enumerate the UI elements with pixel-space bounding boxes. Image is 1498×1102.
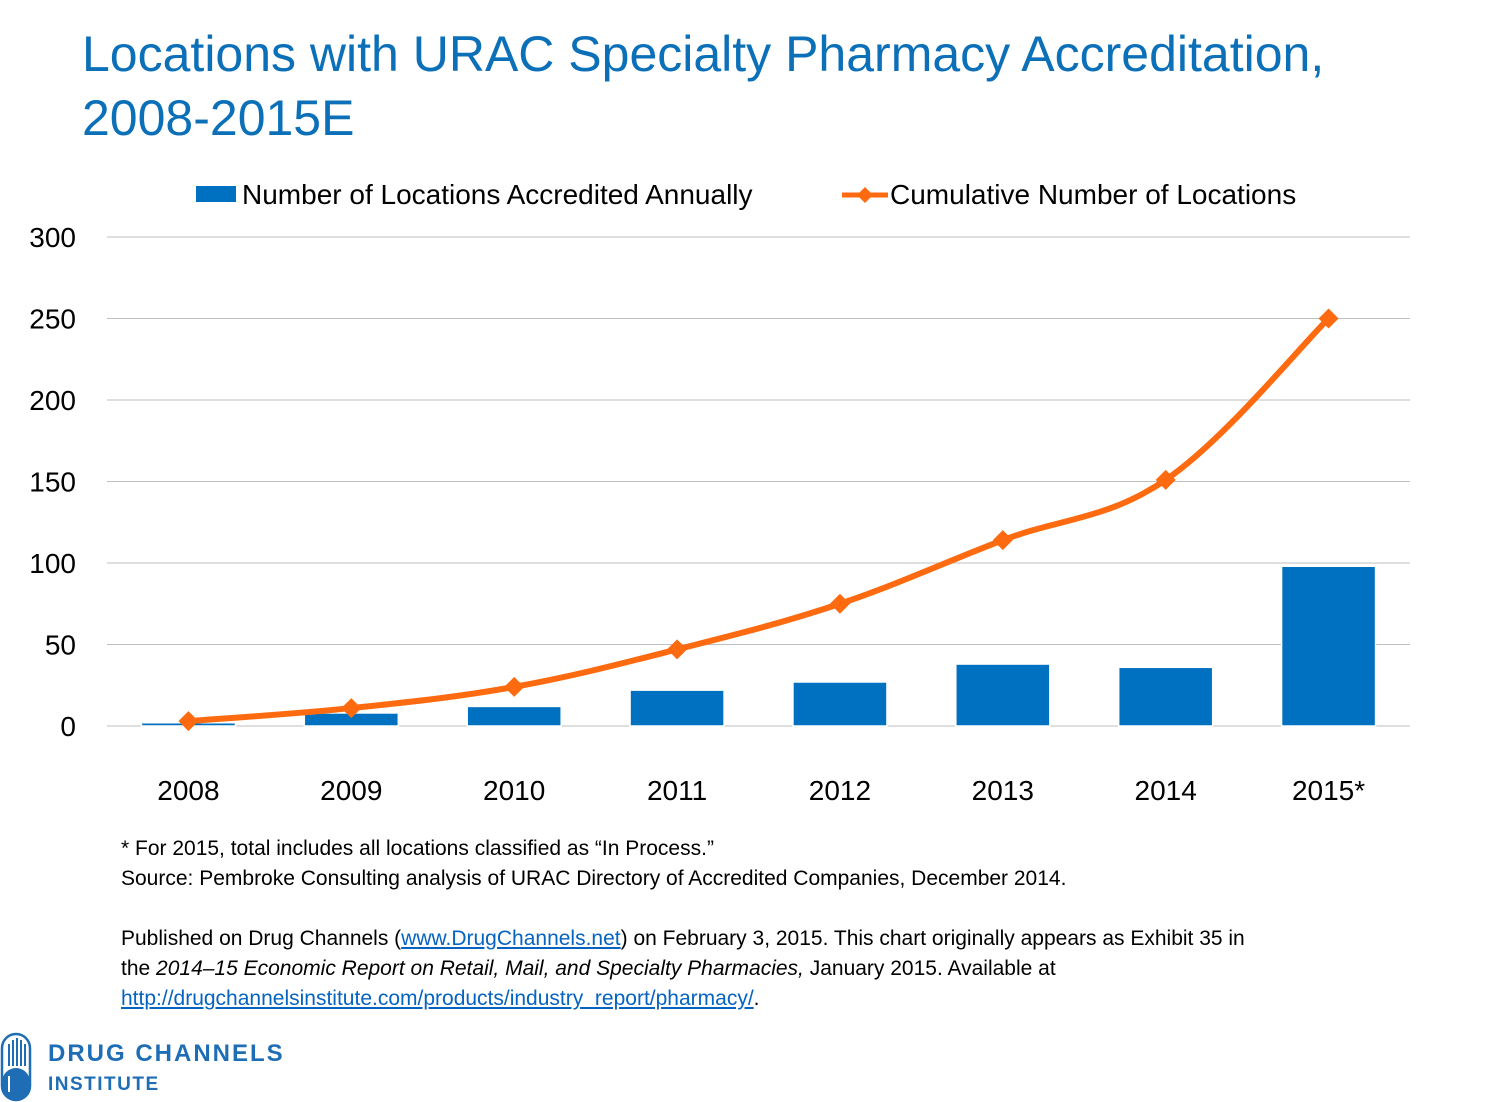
drug-channels-logo: DRUG CHANNELS INSTITUTE <box>0 1030 340 1102</box>
pub-prefix: Published on Drug Channels ( <box>121 927 402 950</box>
cumulative-line <box>188 316 1331 725</box>
x-tick-label-2013: 2013 <box>972 775 1034 806</box>
legend-line-label: Cumulative Number of Locations <box>890 179 1297 210</box>
legend-bar-label: Number of Locations Accredited Annually <box>242 179 753 210</box>
source-note: Source: Pembroke Consulting analysis of … <box>121 867 1067 890</box>
bar-2015* <box>1280 565 1377 727</box>
pub-suffix: ) on February 3, 2015. This chart origin… <box>620 927 1245 950</box>
notes: * For 2015, total includes all locations… <box>121 834 1421 1014</box>
y-tick-label-100: 100 <box>29 548 76 579</box>
y-tick-label-0: 0 <box>60 711 76 742</box>
line-point-2014 <box>1155 469 1176 490</box>
report-suffix: January 2015. Available at <box>803 957 1056 980</box>
chart-title: Locations with URAC Specialty Pharmacy A… <box>82 26 1325 146</box>
y-tick-label-200: 200 <box>29 385 76 416</box>
report-note: the 2014–15 Economic Report on Retail, M… <box>121 954 1421 984</box>
report-prefix: the <box>121 957 157 980</box>
report-title: 2014–15 Economic Report on Retail, Mail,… <box>156 957 804 980</box>
logo-text-primary: DRUG CHANNELS <box>48 1040 285 1067</box>
x-tick-label-2015*: 2015* <box>1292 775 1365 806</box>
url-suffix: . <box>753 987 760 1010</box>
line-point-2008 <box>178 711 199 732</box>
line-point-2015* <box>1318 308 1339 329</box>
line-point-2010 <box>504 676 525 697</box>
chart-area: 0 50 100 150 200 250 300 2008 2009 2010 2011 2012 20… <box>29 222 1410 806</box>
x-tick-label-2009: 2009 <box>320 775 382 806</box>
bar-2013 <box>955 663 1051 727</box>
report-url-link[interactable]: http://drugchannelsinstitute.com/product… <box>121 987 754 1010</box>
x-tick-label-2012: 2012 <box>809 775 871 806</box>
bar-2011 <box>629 689 725 727</box>
line-point-2011 <box>667 639 688 660</box>
legend-line-swatch <box>842 187 888 203</box>
x-tick-label-2008: 2008 <box>157 775 219 806</box>
bar-2010 <box>466 705 562 727</box>
y-tick-label-50: 50 <box>45 630 76 661</box>
logo-text-secondary: INSTITUTE <box>48 1074 160 1095</box>
y-tick-label-300: 300 <box>29 222 76 253</box>
y-tick-label-250: 250 <box>29 304 76 335</box>
line-point-2009 <box>341 698 362 719</box>
line-point-2013 <box>992 530 1013 551</box>
bar-2014 <box>1117 666 1214 727</box>
publication-note: Published on Drug Channels (www.DrugChan… <box>121 924 1421 954</box>
bar-2012 <box>792 681 888 727</box>
y-tick-label-150: 150 <box>29 467 76 498</box>
x-tick-label-2010: 2010 <box>483 775 545 806</box>
capsule-logo-icon <box>0 1032 32 1102</box>
line-point-2012 <box>829 593 850 614</box>
footnote: * For 2015, total includes all locations… <box>121 837 714 860</box>
url-line: http://drugchannelsinstitute.com/product… <box>121 984 1421 1014</box>
drugchannels-link[interactable]: www.DrugChannels.net <box>401 927 621 950</box>
x-tick-label-2011: 2011 <box>647 775 707 806</box>
x-tick-label-2014: 2014 <box>1135 775 1197 806</box>
legend-bar-swatch <box>196 186 236 202</box>
